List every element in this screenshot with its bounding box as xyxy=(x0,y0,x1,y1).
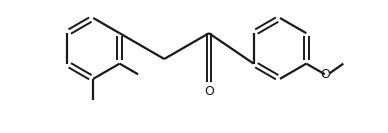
Text: O: O xyxy=(204,85,214,98)
Text: O: O xyxy=(321,68,331,81)
